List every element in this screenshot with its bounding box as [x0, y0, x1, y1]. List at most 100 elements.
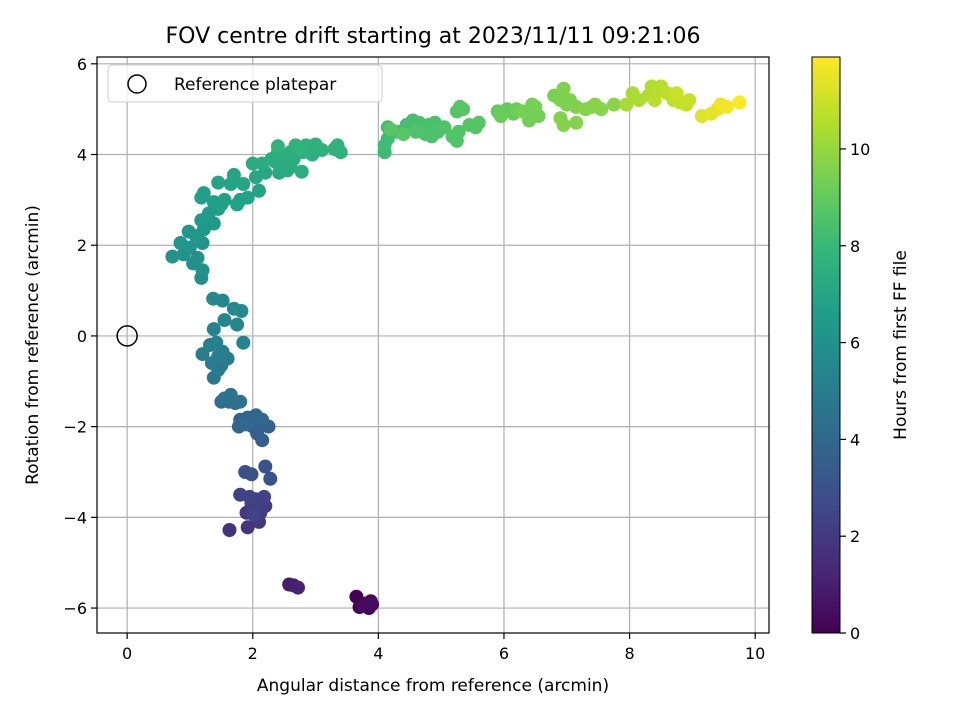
- scatter-point: [468, 120, 483, 135]
- scatter-point: [451, 124, 466, 139]
- colorbar-ticks: 0 2 4 6 8 10: [840, 140, 870, 643]
- scatter-point: [181, 224, 196, 239]
- scatter-point: [222, 523, 237, 537]
- colorbar-tick-label: 4: [850, 430, 860, 449]
- scatter-point: [230, 317, 245, 332]
- scatter-point: [240, 190, 255, 205]
- reference-platepar-marker: [116, 325, 138, 347]
- data-points: [165, 79, 747, 616]
- scatter-point: [291, 580, 305, 595]
- colorbar-tick-label: 2: [850, 527, 860, 546]
- scatter-point: [239, 417, 254, 432]
- scatter-point: [209, 335, 224, 350]
- scatter-point: [257, 489, 272, 504]
- scatter-point: [669, 86, 684, 101]
- scatter-point: [308, 137, 323, 152]
- x-axis-ticks: 0 2 4 6 8 10: [122, 633, 765, 663]
- colorbar-frame: [811, 56, 841, 634]
- scatter-point: [292, 140, 307, 155]
- y-tick-label: −2: [63, 418, 87, 437]
- scatter-point: [263, 471, 278, 486]
- y-tick-label: 6: [77, 55, 87, 74]
- scatter-point: [236, 177, 251, 191]
- scatter-point: [588, 97, 602, 112]
- legend-entry-reference-platepar: Reference platepar: [174, 75, 336, 95]
- x-tick-label: 2: [248, 644, 258, 663]
- y-tick-label: −6: [63, 599, 87, 618]
- plot-frame: [96, 56, 770, 634]
- scatter-point: [682, 93, 697, 108]
- y-tick-label: 4: [77, 146, 87, 165]
- x-tick-label: 8: [624, 644, 634, 663]
- scatter-point: [383, 122, 398, 137]
- scatter-point: [270, 139, 285, 154]
- scatter-point: [173, 236, 188, 250]
- scatter-point: [247, 508, 261, 523]
- y-tick-label: 2: [77, 236, 87, 255]
- scatter-point: [424, 129, 439, 144]
- scatter-point: [245, 156, 260, 171]
- scatter-point: [236, 335, 251, 350]
- scatter-point: [233, 394, 248, 409]
- scatter-point: [258, 459, 273, 474]
- y-axis-label: Rotation from reference (arcmin): [23, 205, 43, 485]
- scatter-point: [242, 489, 257, 504]
- colorbar-gradient: [812, 57, 840, 633]
- reference-marker-layer: [116, 325, 138, 347]
- scatter-point: [234, 304, 249, 318]
- scatter-point: [396, 127, 411, 142]
- colorbar-label: Hours from first FF file: [891, 250, 911, 440]
- scatter-point: [333, 145, 348, 160]
- scatter-point: [732, 95, 747, 110]
- x-tick-label: 4: [373, 644, 383, 663]
- scatter-point: [190, 250, 205, 265]
- colorbar-tick-label: 10: [850, 140, 870, 159]
- scatter-point: [255, 412, 270, 427]
- legend-marker-icon: [127, 74, 147, 94]
- legend: Reference platepar: [107, 64, 383, 103]
- x-tick-label: 6: [499, 644, 509, 663]
- scatter-point: [196, 186, 211, 201]
- x-tick-label: 10: [745, 644, 765, 663]
- scatter-point: [719, 99, 734, 114]
- y-tick-label: −4: [63, 508, 87, 527]
- scatter-point: [569, 115, 584, 130]
- scatter-point: [294, 164, 309, 179]
- y-tick-label: 0: [77, 327, 87, 346]
- y-axis-ticks: −6 −4 −2 0 2 4 6: [63, 55, 97, 618]
- scatter-point: [647, 93, 662, 108]
- scatter-point: [226, 167, 241, 182]
- scatter-point: [606, 97, 621, 112]
- scatter-point: [409, 124, 423, 139]
- colorbar-tick-label: 6: [850, 334, 860, 353]
- legend-box: [107, 64, 383, 103]
- x-axis-label: Angular distance from reference (arcmin): [257, 676, 609, 696]
- chart-title: FOV centre drift starting at 2023/11/11 …: [166, 24, 701, 49]
- scatter-point: [528, 99, 543, 114]
- scatter-point: [556, 118, 571, 132]
- scatter-point: [217, 192, 232, 207]
- scatter-point: [206, 322, 221, 337]
- scatter-point: [217, 313, 232, 328]
- scatter-point: [165, 249, 180, 264]
- grid-lines: [97, 57, 769, 633]
- scatter-point: [240, 520, 255, 535]
- scatter-point: [244, 467, 259, 482]
- scatter-point: [556, 81, 571, 96]
- colorbar-tick-label: 8: [850, 237, 860, 256]
- scatter-point: [206, 291, 221, 306]
- x-tick-label: 0: [122, 644, 132, 663]
- colorbar-tick-label: 0: [850, 624, 860, 643]
- scatter-point: [493, 109, 508, 123]
- scatter-point: [619, 97, 634, 112]
- scatter-point: [252, 183, 266, 198]
- scatter-point: [437, 120, 452, 135]
- colorbar: 0 2 4 6 8 10 Hours from first FF file: [811, 56, 911, 643]
- scatter-point: [217, 391, 232, 406]
- scatter-point: [456, 102, 471, 117]
- scatter-point: [365, 597, 380, 612]
- scatter-point: [211, 175, 226, 190]
- scatter-point: [515, 104, 530, 119]
